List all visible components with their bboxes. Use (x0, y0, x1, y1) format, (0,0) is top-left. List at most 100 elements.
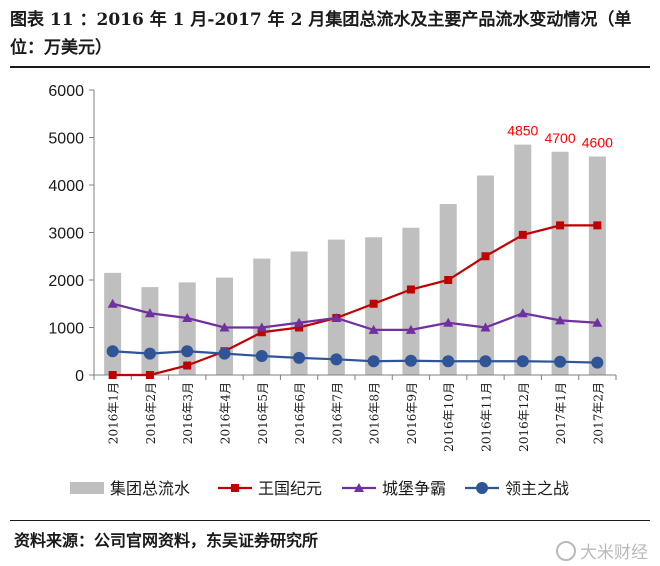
line-lingzhu (112, 350, 598, 364)
point-lingzhu-7 (330, 353, 343, 366)
x-tick-label: 2016年7月 (330, 382, 344, 444)
point-chengbao-13 (555, 315, 566, 325)
point-lingzhu-13 (554, 355, 567, 368)
legend-marker-wangguo (231, 484, 239, 492)
bar-total-11 (477, 175, 494, 375)
bar-total-13 (551, 151, 569, 375)
title-divider (10, 66, 650, 68)
legend-marker-chengbao (354, 483, 364, 492)
point-lingzhu-9 (404, 354, 417, 367)
point-chengbao-4 (219, 322, 230, 332)
point-lingzhu-2 (143, 347, 156, 360)
line-wangguo (112, 224, 598, 377)
bar-series-group (104, 144, 606, 375)
point-wangguo-8 (369, 299, 378, 308)
point-lingzhu-10 (442, 355, 455, 368)
bar-total-1 (104, 272, 122, 375)
legend-item-lingzhu: 领主之战 (465, 479, 569, 498)
x-tick-label: 2016年11月 (480, 382, 494, 452)
bar-total-10 (439, 204, 457, 375)
x-tick-label: 2016年2月 (144, 382, 158, 444)
point-lingzhu-11 (479, 355, 492, 368)
point-wangguo-1 (108, 371, 117, 379)
x-tick-label: 2016年1月 (107, 382, 121, 444)
data-label-14: 4600 (582, 135, 613, 151)
annotations: 4850 4700 4600 (507, 123, 613, 151)
watermark-text: 大米财经 (580, 543, 648, 563)
watermark-icon (556, 541, 576, 561)
data-label-13: 4700 (544, 130, 575, 146)
x-tick-label: 2016年8月 (368, 382, 382, 444)
footer-divider (10, 520, 650, 521)
bar-total-14 (588, 156, 606, 375)
point-chengbao-8 (368, 324, 379, 334)
y-tick-label: 3000 (48, 226, 84, 243)
y-axis: 0 1000 2000 3000 4000 5000 6000 (48, 83, 95, 385)
x-tick-label: 2016年9月 (405, 382, 419, 444)
watermark: 大米财经 (556, 538, 648, 563)
data-label-12: 4850 (507, 123, 538, 139)
legend-swatch-total (70, 482, 104, 494)
point-chengbao-10 (443, 317, 454, 327)
y-tick-label: 2000 (48, 273, 84, 290)
x-tick-label: 2017年1月 (554, 382, 568, 444)
x-tick-label: 2016年4月 (219, 382, 233, 444)
chart-title: 图表 11 ：2016 年 1 月-2017 年 2 月集团总流水及主要产品流水… (10, 10, 632, 58)
x-tick-label: 2017年2月 (591, 382, 605, 444)
bar-total-12 (514, 144, 532, 375)
bar-total-6 (290, 251, 308, 375)
x-tick-label: 2016年5月 (256, 382, 270, 444)
point-lingzhu-3 (181, 345, 194, 358)
line-series-group (106, 221, 604, 379)
legend-label-lingzhu: 领主之战 (505, 479, 569, 498)
point-wangguo-11 (481, 252, 490, 261)
point-wangguo-5 (257, 328, 266, 337)
point-chengbao-7 (331, 313, 342, 322)
point-chengbao-5 (256, 322, 267, 332)
legend-item-total: 集团总流水 (70, 479, 190, 498)
x-tick-label: 2016年6月 (293, 382, 307, 444)
point-chengbao-2 (144, 308, 155, 318)
point-lingzhu-5 (255, 350, 268, 362)
legend-item-wangguo: 王国纪元 (218, 479, 322, 498)
x-tick-label: 2016年3月 (181, 382, 195, 444)
line-chengbao (112, 302, 598, 331)
y-tick-label: 4000 (48, 178, 84, 195)
point-lingzhu-8 (367, 355, 380, 368)
point-chengbao-1 (107, 298, 118, 308)
bar-total-7 (327, 239, 345, 375)
point-wangguo-13 (556, 221, 565, 230)
x-tick-label: 2016年10月 (442, 382, 456, 452)
bar-total-3 (178, 282, 196, 375)
source-note: 资料来源：公司官网资料，东吴证券研究所 (14, 531, 319, 550)
point-chengbao-9 (405, 324, 416, 334)
legend-label-wangguo: 王国纪元 (258, 479, 322, 498)
point-lingzhu-14 (591, 356, 604, 369)
point-lingzhu-6 (293, 351, 306, 364)
y-tick-label: 5000 (48, 131, 84, 148)
y-tick-label: 0 (75, 368, 84, 385)
bar-total-2 (141, 287, 159, 375)
chart: 0 1000 2000 3000 4000 5000 6000 2016年1月 2016年2月… (48, 83, 617, 498)
point-chengbao-3 (182, 313, 193, 322)
point-chengbao-11 (480, 322, 491, 332)
point-lingzhu-1 (106, 345, 119, 358)
legend-item-chengbao: 城堡争霸 (342, 479, 446, 498)
legend-label-total: 集团总流水 (110, 479, 190, 498)
x-tick-label: 2016年12月 (517, 382, 531, 452)
y-tick-label: 6000 (48, 83, 84, 100)
bar-total-5 (253, 258, 271, 375)
point-lingzhu-4 (218, 347, 231, 360)
y-tick-label: 1000 (48, 321, 84, 338)
point-wangguo-3 (183, 361, 192, 370)
point-wangguo-9 (406, 285, 415, 294)
legend-marker-lingzhu (476, 482, 488, 494)
x-axis: 2016年1月 2016年2月 2016年3月 2016年4月 2016年5月 2016年… (93, 374, 617, 452)
point-wangguo-2 (145, 371, 154, 379)
point-wangguo-14 (593, 221, 602, 230)
legend-label-chengbao: 城堡争霸 (382, 479, 446, 498)
legend: 集团总流水 王国纪元 城堡争霸 领主之战 (70, 479, 569, 498)
point-wangguo-10 (444, 276, 453, 284)
point-chengbao-6 (294, 317, 305, 327)
point-lingzhu-12 (516, 355, 529, 368)
